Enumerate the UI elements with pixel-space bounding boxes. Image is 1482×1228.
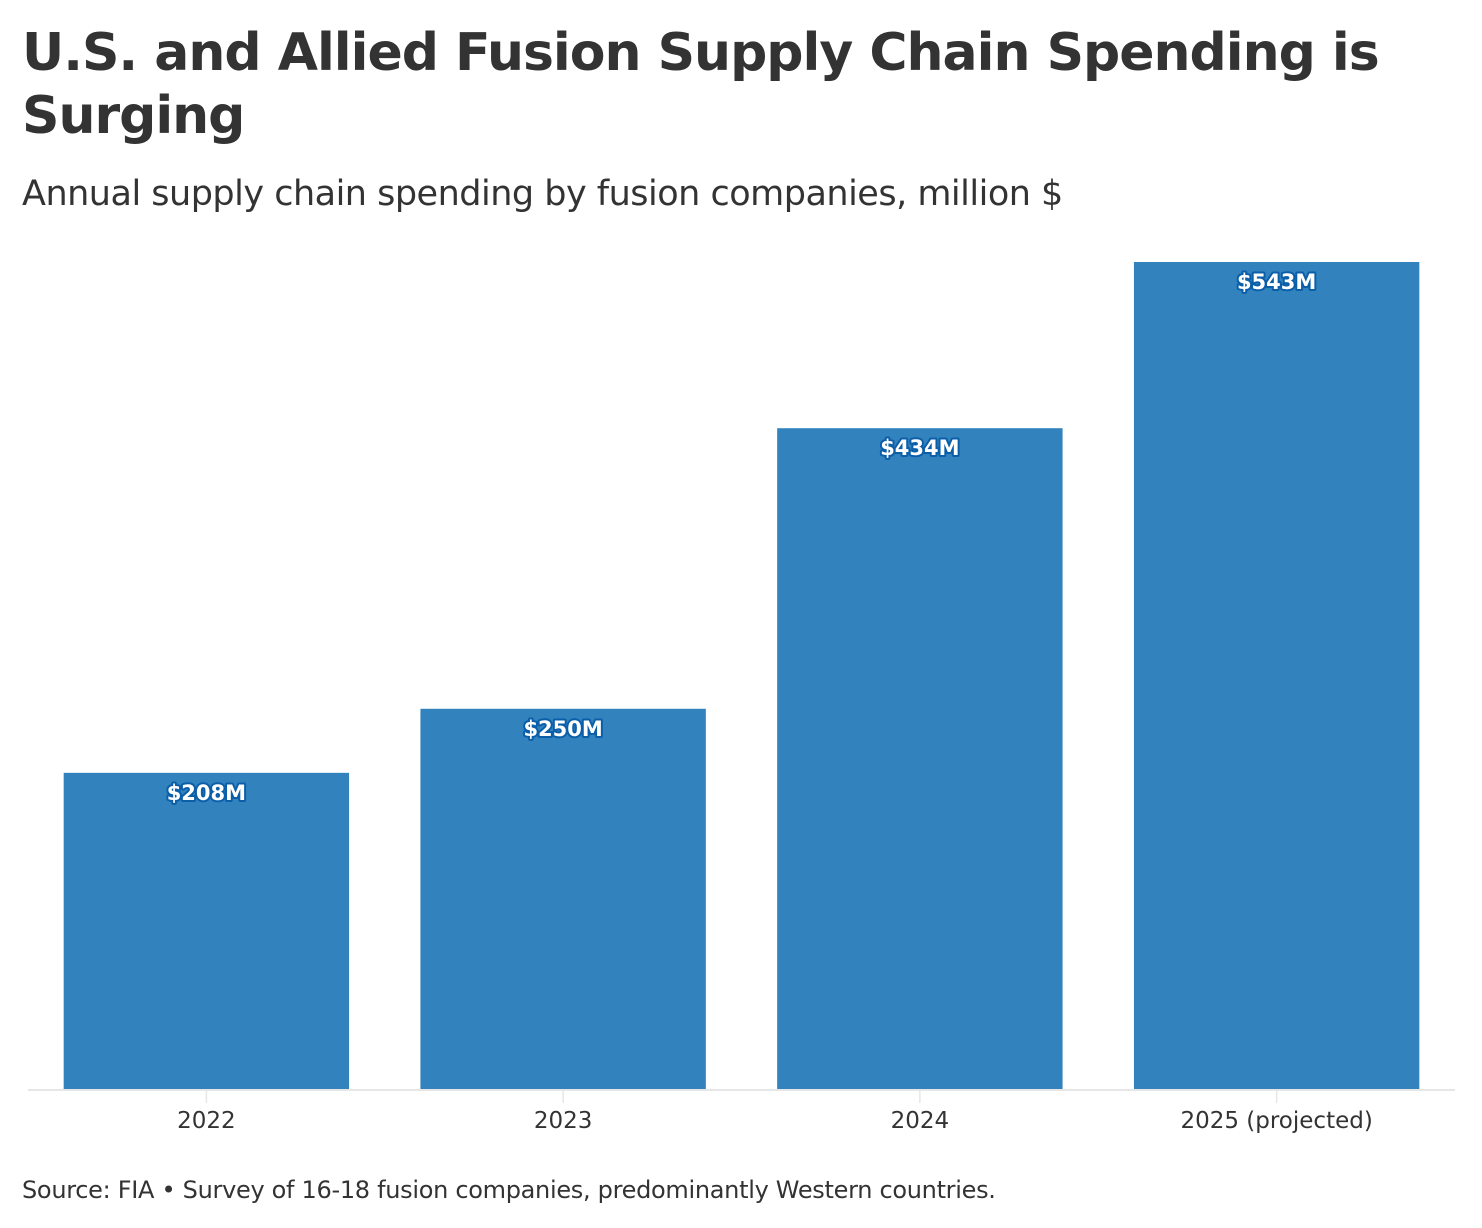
source-note: Source: FIA • Survey of 16-18 fusion com… — [22, 1176, 996, 1204]
x-tick-label: 2025 (projected) — [1180, 1108, 1372, 1134]
x-ticks-group: 2022 2023 2024 2025 (projected) — [177, 1090, 1373, 1134]
bar-2025 — [1133, 262, 1420, 1090]
bars-group — [63, 262, 1420, 1090]
chart-title: U.S. and Allied Fusion Supply Chain Spen… — [22, 23, 1380, 146]
bar-2023 — [420, 708, 706, 1090]
data-label: $434M — [880, 436, 959, 460]
data-labels-group: $208M $250M $434M $543M — [165, 268, 1319, 807]
chart-subtitle: Annual supply chain spending by fusion c… — [22, 174, 1063, 214]
x-tick-label: 2022 — [177, 1108, 236, 1134]
x-tick-label: 2023 — [534, 1108, 593, 1134]
x-tick-label: 2024 — [891, 1108, 950, 1134]
data-label: $208M — [167, 781, 246, 805]
data-label: $543M — [1237, 270, 1316, 294]
bar-2022 — [63, 772, 350, 1090]
data-label: $250M — [523, 717, 602, 741]
bar-2024 — [777, 428, 1063, 1090]
